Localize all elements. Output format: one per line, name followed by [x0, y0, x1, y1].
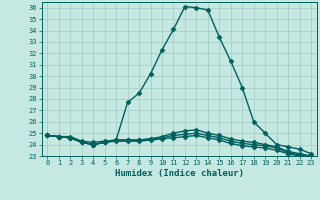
X-axis label: Humidex (Indice chaleur): Humidex (Indice chaleur)	[115, 169, 244, 178]
